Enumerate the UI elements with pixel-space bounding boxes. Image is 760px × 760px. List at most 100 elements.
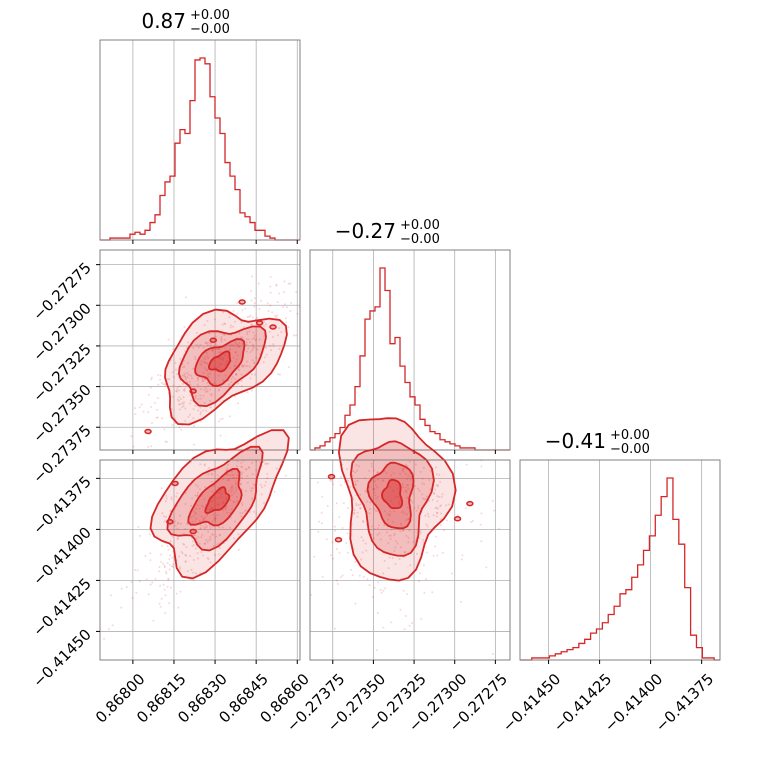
- sample-point: [214, 553, 217, 556]
- sample-point: [440, 504, 443, 507]
- sample-point: [199, 526, 202, 529]
- sample-point: [407, 474, 410, 477]
- contour-level-2: [366, 461, 415, 530]
- sample-point: [171, 371, 174, 374]
- contour-island: [209, 337, 218, 343]
- sample-point: [253, 373, 256, 376]
- sample-point: [227, 490, 230, 493]
- sample-point: [384, 587, 387, 590]
- sample-point: [345, 541, 348, 544]
- sample-point: [253, 302, 256, 305]
- sample-point: [276, 334, 279, 337]
- sample-point: [352, 470, 355, 473]
- sample-point: [347, 551, 350, 554]
- param-title-err-plus-2: +0.00: [610, 428, 650, 443]
- sample-point: [227, 478, 230, 481]
- sample-point: [169, 509, 172, 512]
- sample-point: [414, 463, 417, 466]
- sample-point: [418, 489, 421, 492]
- sample-point: [190, 399, 193, 402]
- sample-point: [207, 357, 210, 360]
- sample-point: [139, 534, 142, 537]
- sample-point: [278, 327, 281, 330]
- sample-point: [174, 368, 177, 371]
- sample-point: [240, 364, 243, 367]
- sample-point: [246, 330, 249, 333]
- sample-point: [199, 527, 202, 530]
- sample-point: [240, 473, 243, 476]
- sample-point: [428, 478, 431, 481]
- sample-point: [278, 373, 281, 376]
- sample-point: [140, 403, 143, 406]
- sample-point: [188, 402, 191, 405]
- sample-point: [253, 334, 256, 337]
- sample-point: [217, 388, 220, 391]
- sample-point: [407, 517, 410, 520]
- sample-point: [189, 554, 192, 557]
- sample-point: [182, 542, 185, 545]
- sample-point: [281, 305, 284, 308]
- sample-point: [221, 338, 224, 341]
- sample-point: [263, 356, 266, 359]
- sample-point: [179, 403, 182, 406]
- sample-point: [397, 496, 400, 499]
- sample-point: [404, 486, 407, 489]
- sample-point: [435, 506, 438, 509]
- sample-point: [196, 383, 199, 386]
- sample-point: [148, 533, 151, 536]
- sample-point: [423, 497, 426, 500]
- sample-point: [285, 474, 288, 477]
- sample-point: [251, 345, 254, 348]
- sample-point: [203, 498, 206, 501]
- sample-point: [209, 508, 212, 511]
- sample-point: [426, 525, 429, 528]
- sample-point: [266, 472, 269, 475]
- sample-point: [415, 509, 418, 512]
- sample-point: [183, 389, 186, 392]
- sample-point: [418, 580, 421, 583]
- sample-point: [184, 420, 187, 423]
- sample-point: [191, 520, 194, 523]
- sample-point: [358, 574, 361, 577]
- sample-point: [149, 552, 152, 555]
- sample-point: [335, 579, 338, 582]
- sample-point: [236, 460, 239, 463]
- sample-point: [252, 343, 255, 346]
- sample-point: [156, 408, 159, 411]
- sample-point: [228, 348, 231, 351]
- sample-point: [237, 548, 240, 551]
- sample-point: [372, 479, 375, 482]
- sample-point: [236, 496, 239, 499]
- sample-point: [421, 477, 424, 480]
- sample-point: [400, 511, 403, 514]
- sample-point: [229, 474, 232, 477]
- sample-point: [234, 487, 237, 490]
- contour-level-1: [349, 440, 435, 557]
- sample-point: [405, 534, 408, 537]
- sample-point: [392, 472, 395, 475]
- sample-point: [461, 554, 464, 557]
- sample-point: [157, 373, 160, 376]
- sample-point: [412, 541, 415, 544]
- sample-point: [204, 542, 207, 545]
- sample-point: [353, 512, 356, 515]
- sample-point: [407, 483, 410, 486]
- sample-point: [224, 322, 227, 325]
- sample-point: [347, 506, 350, 509]
- sample-point: [329, 554, 332, 557]
- sample-point: [213, 470, 216, 473]
- sample-point: [338, 515, 341, 518]
- sample-point: [436, 483, 439, 486]
- sample-point: [270, 349, 273, 352]
- sample-point: [408, 460, 411, 463]
- sample-point: [354, 483, 357, 486]
- sample-point: [239, 483, 242, 486]
- panel-background: [100, 460, 300, 660]
- sample-point: [245, 360, 248, 363]
- sample-point: [120, 587, 123, 590]
- panel-2-0: 0.868000.868150.868300.868450.86860−0.41…: [29, 429, 313, 727]
- sample-point: [377, 524, 380, 527]
- sample-point: [197, 398, 200, 401]
- sample-point: [160, 560, 163, 563]
- sample-point: [168, 378, 171, 381]
